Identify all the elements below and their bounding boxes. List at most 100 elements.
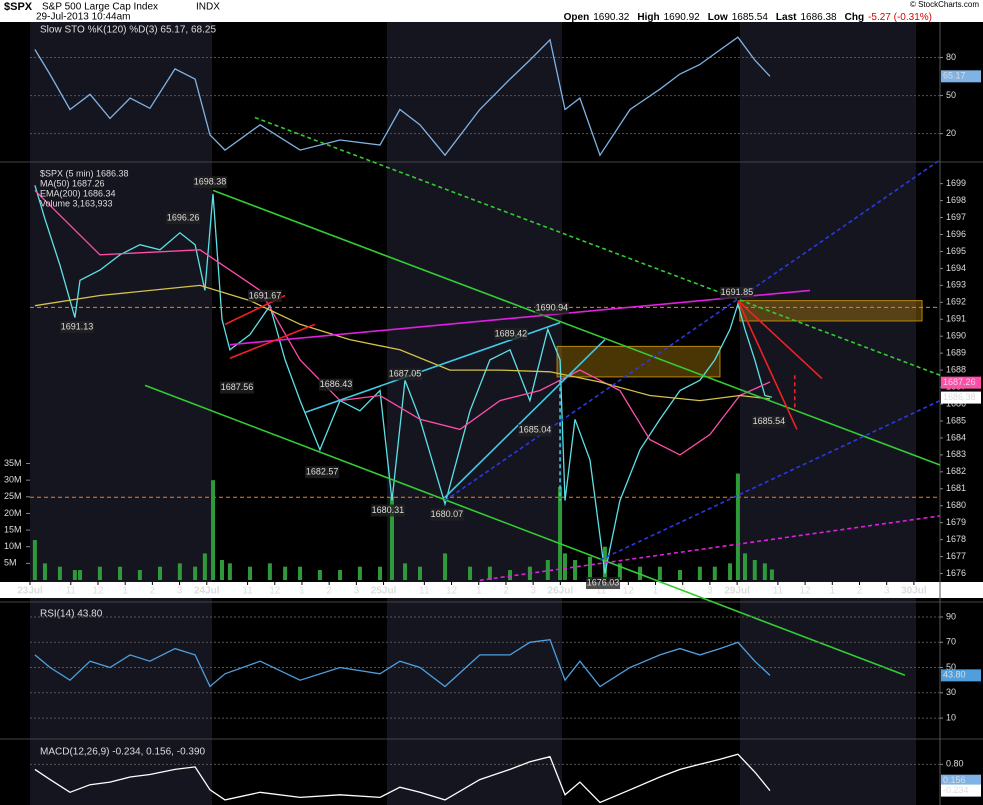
y2-tick-label: 15M [4, 524, 22, 534]
annotation-bg [60, 321, 95, 334]
last-value: 1687.26 [943, 377, 976, 387]
annotation-bg [518, 424, 553, 437]
volume-bar [211, 480, 216, 581]
annotation-bg [493, 328, 528, 341]
y-tick-label: 1694 [946, 263, 966, 273]
last-value-bg [941, 784, 981, 797]
legend-entry: $SPX (5 min) 1686.38 [40, 168, 129, 178]
y-tick-label: 10 [946, 712, 956, 722]
y-tick-label: 1680 [946, 500, 966, 510]
annotation: 1676.03 [587, 577, 620, 587]
y2-tick-label: 30M [4, 475, 22, 485]
y-tick-label: 50 [946, 662, 956, 672]
volume-bar [338, 570, 343, 581]
legend-entry: MA(50) 1687.26 [40, 178, 105, 188]
last-value-bg [941, 376, 981, 389]
y-tick-label: 1696 [946, 229, 966, 239]
x-tick-label: 12 [446, 586, 458, 597]
volume-bar [697, 566, 702, 581]
volume-bar [728, 563, 733, 581]
trend-line [144, 384, 906, 676]
annotation-bg [305, 466, 340, 479]
last-value: 1686.38 [943, 392, 976, 402]
volume-bar [42, 563, 47, 581]
x-tick-label: 12 [92, 586, 104, 597]
volume-bar [298, 566, 303, 581]
x-tick-label: 1 [122, 586, 128, 597]
volume-bar [617, 563, 622, 581]
last-value-bg [941, 669, 981, 682]
y-tick-label: 1682 [946, 466, 966, 476]
series-line [34, 638, 771, 688]
annotation: 1696.26 [167, 212, 200, 222]
y2-tick-label: 35M [4, 458, 22, 468]
x-tick-label: 11 [242, 586, 253, 597]
quote-label: Chg [845, 12, 864, 23]
trend-line [737, 300, 823, 380]
x-tick-label: 25Jul [371, 586, 397, 597]
y-tick-label: 1692 [946, 297, 966, 307]
volume-bar [202, 553, 207, 581]
annotation: 1685.04 [519, 425, 552, 435]
quote-value: 1690.92 [664, 12, 701, 23]
volume-bar [389, 496, 394, 581]
volume-bar [487, 566, 492, 581]
volume-bar [57, 566, 62, 581]
x-tick-label: 3 [707, 586, 713, 597]
volume-bar [678, 570, 682, 581]
x-tick-label: 3 [354, 586, 360, 597]
annotation-bg [166, 212, 201, 225]
last-value: 65.17 [943, 71, 966, 81]
series-line [34, 185, 773, 574]
annotation: 1687.56 [221, 382, 254, 392]
volume-bar [657, 566, 662, 581]
annotation: 1686.43 [320, 379, 353, 389]
annotation: 1687.05 [389, 369, 422, 379]
header: $SPX S&P 500 Large Cap Index INDX 29-Jul… [0, 0, 983, 23]
x-tick-label: 3 [884, 586, 890, 597]
volume-bar [735, 473, 740, 581]
quote-value: -5.27 (-0.31%) [868, 12, 932, 23]
volume-bar [712, 566, 717, 581]
annotation: 1689.42 [495, 328, 528, 338]
quote-label: Low [708, 12, 728, 23]
x-tick-label: 12 [800, 586, 812, 597]
y-tick-label: 1697 [946, 212, 966, 222]
series-line [34, 753, 771, 804]
volume-bar [443, 553, 448, 581]
volume-bar [769, 569, 774, 581]
quote-label: Last [776, 12, 797, 23]
annotation: 1682.57 [306, 467, 339, 477]
x-tick-label: 29Jul [724, 586, 750, 597]
y-tick-label: 1677 [946, 551, 966, 561]
x-tick-label: 12 [269, 586, 281, 597]
x-tick-label: 11 [419, 586, 430, 597]
volume-bar [118, 566, 123, 581]
volume-bar [227, 563, 232, 581]
date: 29-Jul-2013 10:44am [36, 12, 131, 23]
x-tick-label: 2 [150, 586, 156, 597]
volume-bar [562, 553, 567, 581]
last-value-bg [941, 70, 981, 83]
y-tick-label: 1695 [946, 246, 966, 256]
x-tick-label: 3 [177, 586, 183, 597]
last-value: 0.156 [943, 775, 966, 785]
annotation-bg [219, 381, 254, 394]
annotation: 1680.07 [431, 509, 464, 519]
y-tick-label: 1683 [946, 449, 966, 459]
annotation-bg [751, 415, 786, 428]
quote-label: High [637, 12, 659, 23]
volume-bar [72, 570, 77, 581]
quote: Open 1690.32 High 1690.92 Low 1685.54 Last 1686… [564, 12, 932, 23]
y-tick-label: 1679 [946, 517, 966, 527]
last-value-bg [941, 391, 981, 404]
annotation-bg [193, 176, 228, 189]
x-axis-band [0, 582, 983, 598]
y-tick-label: 1693 [946, 280, 966, 290]
volume-bar [220, 560, 225, 581]
x-tick-label: 3 [530, 586, 536, 597]
quote-value: 1686.38 [800, 12, 837, 23]
volume-bar [158, 566, 162, 581]
volume-bar [283, 566, 288, 581]
